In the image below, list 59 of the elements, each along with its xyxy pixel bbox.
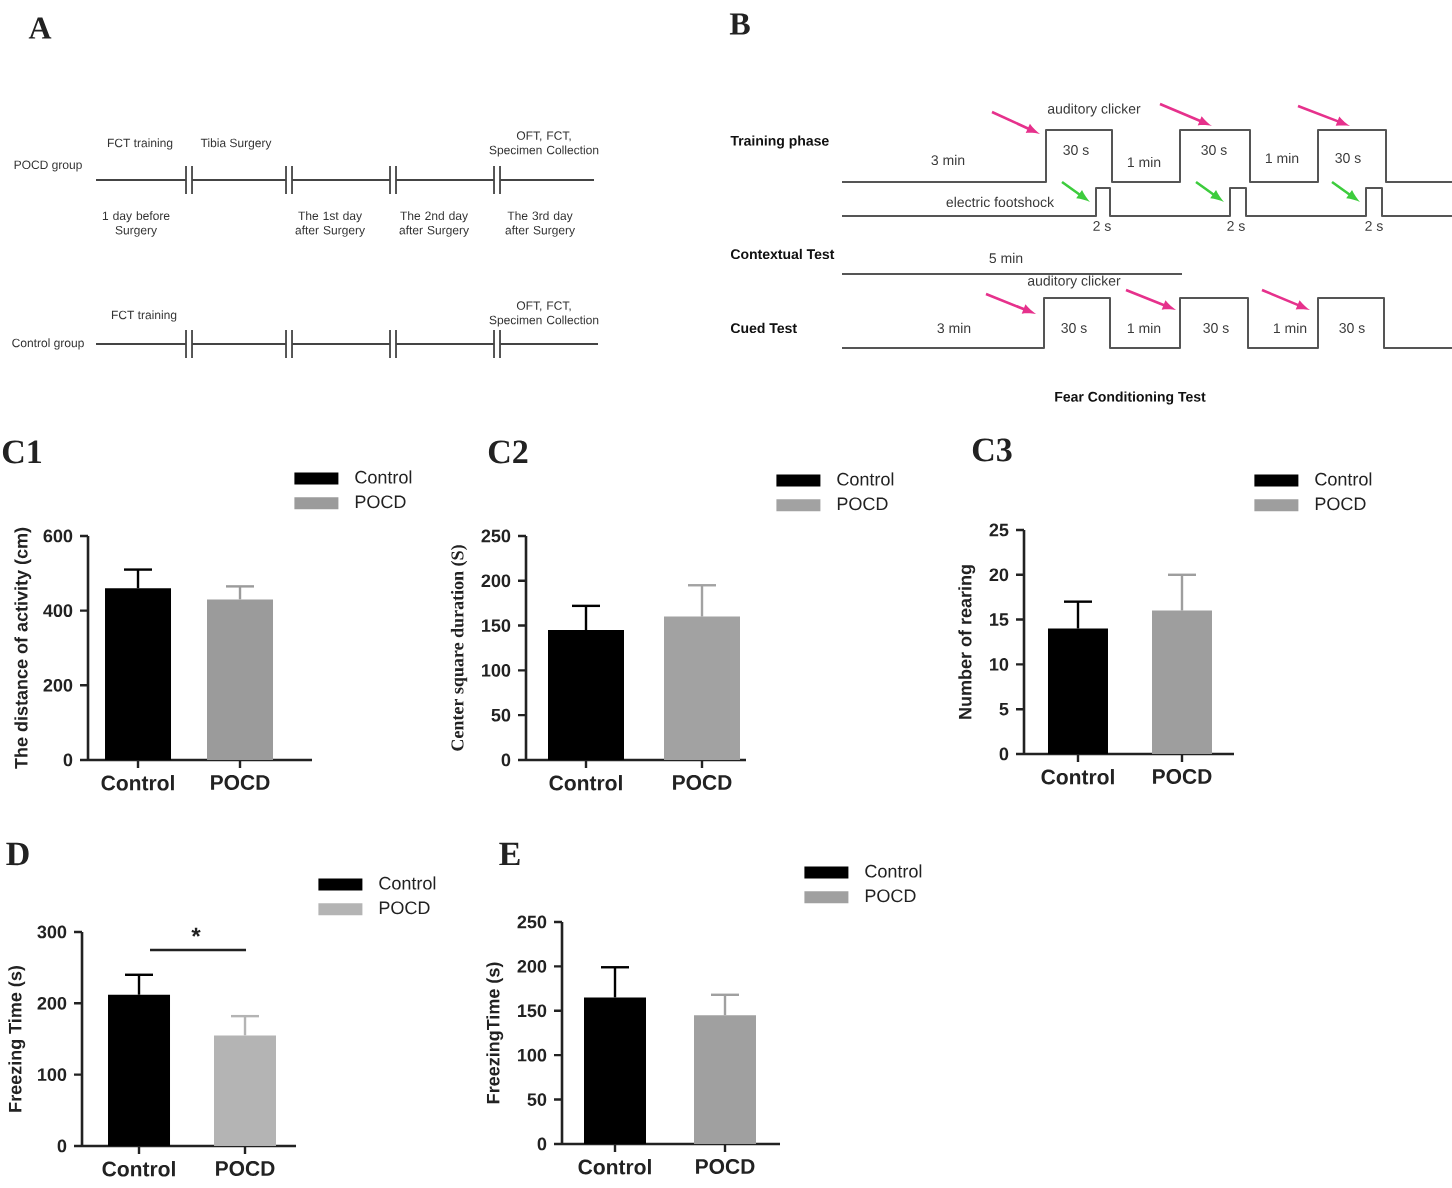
y-tick-label: 250 <box>481 529 511 543</box>
y-axis-title: FreezingTime (s) <box>486 962 504 1104</box>
y-axis-title: Freezing Time (s) <box>8 966 26 1112</box>
y-tick-label: 150 <box>518 1004 547 1018</box>
legend-label: POCD <box>355 495 406 509</box>
y-tick-label: 50 <box>527 1093 547 1106</box>
y-tick-label: 200 <box>481 574 511 588</box>
x-tick-label: POCD <box>211 775 270 790</box>
y-axis-title: The distance of activity (cm) <box>14 527 32 769</box>
chart-title: C1 <box>2 440 42 464</box>
y-axis-title: Number of rearing <box>958 565 976 719</box>
chart-title: E <box>499 842 520 866</box>
y-tick-label: 50 <box>491 708 511 722</box>
y-tick-label: 100 <box>518 1048 547 1062</box>
legend-label: POCD <box>837 497 888 511</box>
x-tick-label: POCD <box>216 1161 275 1176</box>
text: B <box>729 13 750 35</box>
x-tick-label: Control <box>549 775 622 791</box>
y-tick-label: 15 <box>990 613 1009 626</box>
x-tick-label: POCD <box>696 1159 755 1174</box>
y-tick-label: 0 <box>63 753 73 767</box>
legend-label: Control <box>865 864 922 878</box>
chart-title: C2 <box>488 440 528 464</box>
chart-title: C3 <box>972 438 1012 462</box>
y-tick-label: 100 <box>38 1068 67 1082</box>
y-tick-label: 150 <box>482 619 511 632</box>
y-tick-label: 600 <box>43 529 73 543</box>
x-tick-label: Control <box>101 775 174 791</box>
y-tick-label: 400 <box>43 604 73 618</box>
chart-title: D <box>6 842 29 866</box>
x-tick-label: POCD <box>673 775 732 790</box>
x-tick-label: Control <box>102 1161 175 1177</box>
y-tick-label: 20 <box>989 568 1009 582</box>
legend-label: Control <box>379 876 436 890</box>
y-tick-label: 200 <box>517 959 547 973</box>
legend-label: POCD <box>865 889 916 903</box>
y-tick-label: 0 <box>501 753 511 767</box>
y-tick-label: 10 <box>990 657 1009 671</box>
y-tick-label: 200 <box>37 996 67 1010</box>
legend-label: POCD <box>1315 497 1366 511</box>
text: A <box>28 17 52 39</box>
x-tick-label: Control <box>1041 769 1114 785</box>
legend-label: Control <box>1315 472 1372 486</box>
y-tick-label: 250 <box>517 915 547 929</box>
y-tick-label: 0 <box>999 747 1009 761</box>
y-tick-label: 200 <box>43 678 73 692</box>
x-tick-label: POCD <box>1153 769 1212 784</box>
annotation: * <box>191 927 201 937</box>
y-axis-title: Center square duration (S) <box>450 545 468 751</box>
y-tick-label: 25 <box>989 523 1009 537</box>
y-tick-label: 5 <box>999 702 1009 716</box>
y-tick-label: 100 <box>482 663 511 677</box>
y-tick-label: 0 <box>57 1139 67 1153</box>
legend-label: Control <box>355 470 412 484</box>
x-tick-label: Control <box>578 1159 651 1175</box>
legend-label: Control <box>837 472 894 486</box>
legend-label: POCD <box>379 901 430 915</box>
y-tick-label: 0 <box>537 1137 547 1151</box>
y-tick-label: 300 <box>37 925 67 939</box>
